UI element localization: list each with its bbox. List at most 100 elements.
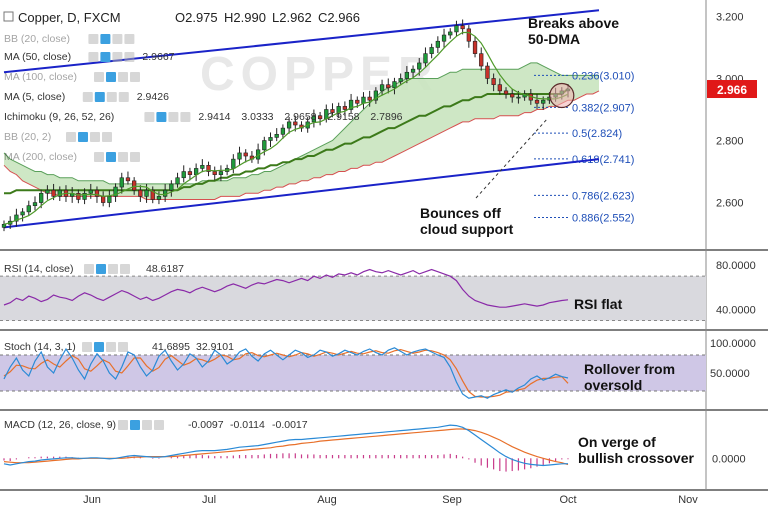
legend-ichi-gear-icon[interactable] — [156, 112, 167, 122]
breakout-highlight — [549, 82, 575, 109]
legend-ma100-close-icon[interactable] — [130, 72, 140, 82]
legend-ichi-value-4: 2.7896 — [370, 111, 402, 123]
legend-rsi-eye-icon[interactable] — [84, 264, 94, 274]
legend-ichi-value-3: 2.9158 — [327, 111, 359, 123]
legend-bb20b-eye-icon[interactable] — [66, 132, 76, 142]
candle-body-4 — [26, 205, 31, 213]
legend-macd-gear-icon[interactable] — [130, 420, 140, 430]
candle-body-82 — [510, 93, 515, 98]
legend-rsi-plus-icon[interactable] — [108, 264, 118, 274]
candle-body-74 — [460, 25, 465, 30]
legend-macd-value-2: -0.0017 — [272, 419, 308, 431]
candle-body-59 — [367, 96, 372, 101]
legend-macd-eye-icon[interactable] — [118, 420, 128, 430]
legend-bb20b: BB (20, 2) — [4, 131, 51, 143]
legend-ma100: MA (100, close) — [4, 71, 77, 83]
legend-ma50-plus-icon[interactable] — [112, 52, 123, 62]
legend-ichi-plus-icon[interactable] — [168, 112, 179, 122]
time-tick-sep: Sep — [442, 494, 462, 506]
legend-ma100-plus-icon[interactable] — [118, 72, 128, 82]
rsi-band — [0, 276, 706, 321]
legend-rsi-gear-icon[interactable] — [96, 264, 106, 274]
legend-stoch-close-icon[interactable] — [118, 342, 128, 352]
candle-body-3 — [20, 211, 25, 216]
candle-body-21 — [132, 180, 137, 191]
legend-ma50-eye-icon[interactable] — [88, 52, 99, 62]
fib-label-3: 0.618(2.741) — [572, 154, 634, 166]
legend-ma5-gear-icon[interactable] — [94, 92, 105, 102]
last-price-tag — [707, 80, 757, 99]
candle-body-34 — [212, 171, 217, 175]
legend-bb20-gear-icon[interactable] — [100, 34, 111, 44]
stoch-k-line — [3, 347, 569, 399]
annot-stoch-line-0: Rollover from — [584, 361, 675, 377]
legend-ma5-eye-icon[interactable] — [82, 92, 93, 102]
candle-body-76 — [472, 40, 478, 54]
rsi-tick-1: 40.0000 — [716, 304, 756, 316]
indicator-legends[interactable]: Copper, D, FXCM O2.975 H2.990 L2.962 C2.966 B… — [3, 10, 403, 431]
legend-rsi-value: 48.6187 — [146, 263, 184, 275]
legend-ichi-value-1: 3.0333 — [241, 111, 273, 123]
legend-bb20-close-icon[interactable] — [124, 34, 135, 44]
legend-bb20b-plus-icon[interactable] — [90, 132, 100, 142]
macd-panel[interactable] — [3, 424, 569, 472]
symbol-collapse-icon[interactable] — [3, 11, 14, 22]
candle-body-79 — [491, 78, 496, 85]
rsi-panel[interactable] — [0, 268, 706, 321]
candle-body-8 — [51, 189, 56, 197]
candle-body-80 — [497, 84, 502, 92]
candle-body-25 — [156, 196, 162, 200]
legend-macd: MACD (12, 26, close, 9) — [4, 419, 116, 431]
candle-body-15 — [94, 189, 100, 197]
legend-ma200-eye-icon[interactable] — [94, 152, 104, 162]
legend-ma5-value-0: 2.9426 — [137, 91, 169, 103]
legend-ma200-gear-icon[interactable] — [106, 152, 116, 162]
legend-ma200-close-icon[interactable] — [130, 152, 140, 162]
main-price-panel[interactable]: 0.236(3.010) 0.382(2.907) 0.5(2.824) 0.618(… — [1, 9, 634, 232]
ma5-line — [3, 31, 569, 225]
candle-body-19 — [119, 177, 124, 188]
stoch-tick-1: 50.0000 — [710, 368, 750, 380]
legend-ichi-value-2: 2.9658 — [284, 111, 316, 123]
candle-body-0 — [1, 223, 7, 228]
legend-ma5: MA (5, close) — [4, 91, 65, 103]
legend-macd-close-icon[interactable] — [154, 420, 164, 430]
legend-ma50-close-icon[interactable] — [124, 52, 135, 62]
legend-rsi: RSI (14, close) — [4, 263, 73, 275]
candle-body-63 — [392, 81, 397, 89]
candle-body-46 — [286, 121, 292, 129]
chart-symbol: Copper, D, FXCM — [18, 10, 121, 25]
legend-bb20: BB (20, close) — [4, 33, 70, 45]
legend-stoch-plus-icon[interactable] — [106, 342, 116, 352]
legend-macd-value-0: -0.0097 — [188, 419, 224, 431]
legend-bb20-plus-icon[interactable] — [112, 34, 123, 44]
price-tick-2: 2.800 — [716, 136, 744, 148]
stoch-panel[interactable] — [0, 347, 706, 399]
legend-stoch-eye-icon[interactable] — [82, 342, 92, 352]
candle-body-31 — [193, 168, 199, 175]
legend-bb20b-close-icon[interactable] — [102, 132, 112, 142]
trendline-lower[interactable] — [3, 158, 600, 229]
legend-ichi-close-icon[interactable] — [180, 112, 191, 122]
candle-body-37 — [231, 158, 236, 169]
legend-rsi-close-icon[interactable] — [120, 264, 130, 274]
legend-ma5-plus-icon[interactable] — [106, 92, 117, 102]
legend-macd-plus-icon[interactable] — [142, 420, 152, 430]
legend-ma50-gear-icon[interactable] — [100, 52, 111, 62]
legend-bb20-eye-icon[interactable] — [88, 34, 99, 44]
legend-ichi-eye-icon[interactable] — [144, 112, 155, 122]
fib-label-5: 0.886(2.552) — [572, 212, 634, 224]
legend-ma5-close-icon[interactable] — [118, 92, 129, 102]
macd-line — [3, 424, 569, 467]
legend-stoch-gear-icon[interactable] — [94, 342, 104, 352]
candle-body-38 — [237, 152, 242, 160]
legend-ma100-eye-icon[interactable] — [94, 72, 104, 82]
legend-ma100-gear-icon[interactable] — [106, 72, 116, 82]
stoch-band — [0, 355, 706, 391]
legend-ma200-plus-icon[interactable] — [118, 152, 128, 162]
legend-bb20b-gear-icon[interactable] — [78, 132, 88, 142]
time-tick-aug: Aug — [317, 494, 337, 506]
candle-body-5 — [32, 202, 38, 206]
candle-body-66 — [410, 68, 416, 73]
